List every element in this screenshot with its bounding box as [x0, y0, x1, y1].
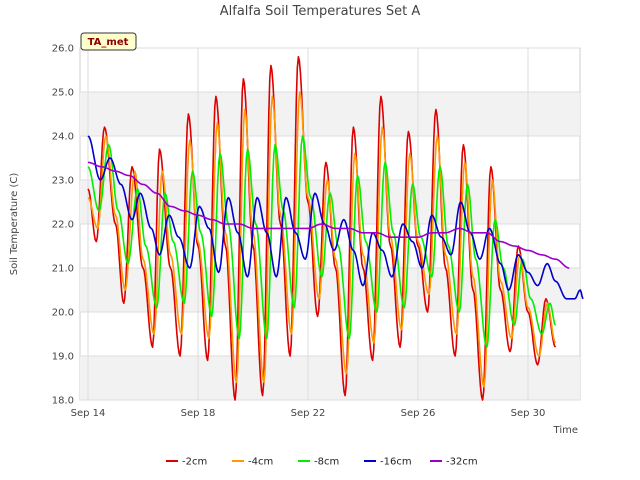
y-tick-label: 18.0 [52, 396, 74, 407]
y-tick-label: 23.0 [52, 176, 74, 187]
legend-item: -16cm [364, 457, 412, 468]
series-line-32cmcm [87, 161, 570, 269]
series-lines [87, 56, 584, 401]
x-tick-labels: Sep 14 Sep 18 Sep 22 Sep 26 Sep 30 [71, 408, 546, 419]
y-tick-label: 21.0 [52, 264, 74, 275]
x-axis-label: Time [553, 425, 578, 436]
x-tick-label: Sep 26 [401, 408, 436, 419]
y-tick-label: 25.0 [52, 88, 74, 99]
plot-area [79, 47, 584, 401]
ta-met-badge-label: TA_met [88, 37, 129, 48]
legend-item: -32cm [430, 457, 478, 468]
series-line-16cmcm [87, 135, 584, 300]
series-line-8cmcm [87, 135, 557, 348]
y-tick-label: 24.0 [52, 132, 74, 143]
x-tick-label: Sep 22 [291, 408, 326, 419]
grid-band [80, 92, 580, 136]
grid-band [80, 356, 580, 400]
legend-item: -2cm [166, 457, 207, 468]
grid-bands [80, 92, 580, 400]
legend: -2cm -4cm -8cm -16cm -32cm [166, 457, 478, 468]
y-tick-label: 26.0 [52, 44, 74, 55]
y-tick-label: 22.0 [52, 220, 74, 231]
ta-met-badge: TA_met [80, 32, 137, 51]
legend-label: -16cm [380, 457, 412, 468]
legend-label: -2cm [182, 457, 207, 468]
legend-item: -4cm [232, 457, 273, 468]
x-tick-label: Sep 30 [511, 408, 546, 419]
y-tick-label: 19.0 [52, 352, 74, 363]
y-tick-labels: 18.0 19.0 20.0 21.0 22.0 23.0 24.0 25.0 26.0 [52, 44, 74, 407]
legend-label: -32cm [446, 457, 478, 468]
legend-item: -8cm [298, 457, 339, 468]
y-tick-label: 20.0 [52, 308, 74, 319]
x-tick-label: Sep 18 [181, 408, 216, 419]
chart-title: Alfalfa Soil Temperatures Set A [220, 4, 421, 19]
x-tick-label: Sep 14 [71, 408, 106, 419]
y-axis-label: Soil Temperature (C) [9, 173, 20, 276]
grid-band [80, 268, 580, 312]
series-line-4cmcm [87, 91, 557, 388]
legend-label: -4cm [248, 457, 273, 468]
legend-label: -8cm [314, 457, 339, 468]
